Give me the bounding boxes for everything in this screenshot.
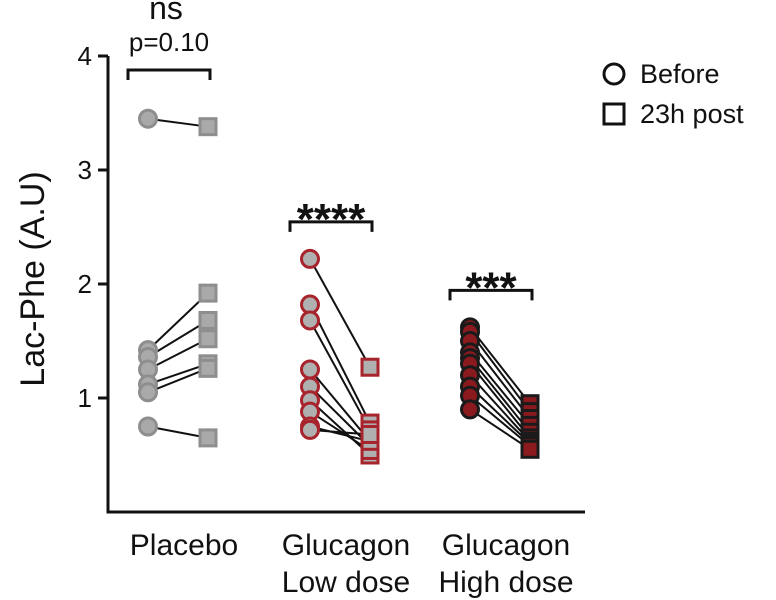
x-category-label: Glucagon [282, 529, 410, 562]
pair-line [309, 258, 371, 368]
y-tick-label: 3 [78, 155, 92, 185]
significance-label: **** [297, 195, 366, 244]
pair-line [147, 367, 209, 394]
pair-line [469, 363, 531, 439]
pair-line [309, 425, 371, 443]
pair-line [469, 357, 531, 433]
pair-line [469, 340, 531, 420]
pair-line [469, 408, 531, 451]
pair-line [147, 425, 209, 439]
after-point [198, 117, 218, 137]
x-category-label: Placebo [130, 529, 238, 562]
pair-line [309, 428, 371, 436]
pair-line [309, 304, 371, 424]
after-point [198, 428, 218, 448]
before-point [300, 419, 320, 440]
pair-line [309, 368, 371, 442]
after-point [198, 358, 218, 378]
x-category-label: High dose [438, 566, 573, 599]
axes: 1 2 3 4 Lac-Phe (A.U) [14, 41, 585, 514]
after-point [520, 439, 540, 459]
pair-line [147, 337, 209, 371]
before-point [460, 399, 480, 420]
pair-line [147, 292, 209, 351]
significance-label: *** [465, 263, 517, 312]
before-point [300, 294, 320, 315]
before-point [138, 108, 158, 129]
y-axis-label: Lac-Phe (A.U) [14, 171, 52, 386]
pair-line [469, 326, 531, 405]
before-point [300, 248, 320, 269]
significance-label: ns [149, 0, 183, 26]
legend-square-marker [602, 102, 626, 126]
group-2: Glucagon Low dose **** [282, 195, 410, 599]
after-point [198, 283, 218, 303]
legend: Before 23h post [602, 59, 744, 129]
pair-line [147, 319, 209, 358]
y-tick-label: 2 [78, 269, 92, 299]
after-point [360, 357, 380, 377]
x-category-label: Glucagon [442, 529, 570, 562]
pair-line [469, 331, 531, 413]
before-point [300, 359, 320, 380]
before-point [138, 416, 158, 437]
group-3: Glucagon High dose *** [438, 263, 573, 599]
pair-line [309, 319, 371, 431]
p-value-label: p=0.10 [129, 27, 209, 57]
pair-line [469, 374, 531, 442]
x-category-label: Low dose [282, 566, 410, 599]
legend-item: 23h post [602, 99, 744, 129]
pair-line [469, 385, 531, 445]
before-point [138, 382, 158, 403]
before-point [300, 310, 320, 331]
significance-bracket [126, 68, 212, 80]
pair-line [147, 117, 209, 128]
pair-line [469, 394, 531, 447]
pair-line [469, 351, 531, 426]
y-tick-label: 1 [78, 383, 92, 413]
y-tick-label: 4 [78, 41, 92, 71]
legend-label: 23h post [640, 99, 744, 129]
legend-circle-marker [602, 62, 626, 86]
significance-bracket [288, 220, 374, 232]
pair-line [147, 362, 209, 386]
after-point [198, 329, 218, 349]
pair-line [309, 410, 371, 452]
pair-line [309, 399, 371, 456]
after-point [198, 310, 218, 330]
legend-label: Before [640, 59, 720, 89]
after-point [360, 424, 380, 444]
pair-line [309, 385, 371, 447]
significance-bracket [448, 288, 534, 301]
legend-item: Before [602, 59, 720, 89]
